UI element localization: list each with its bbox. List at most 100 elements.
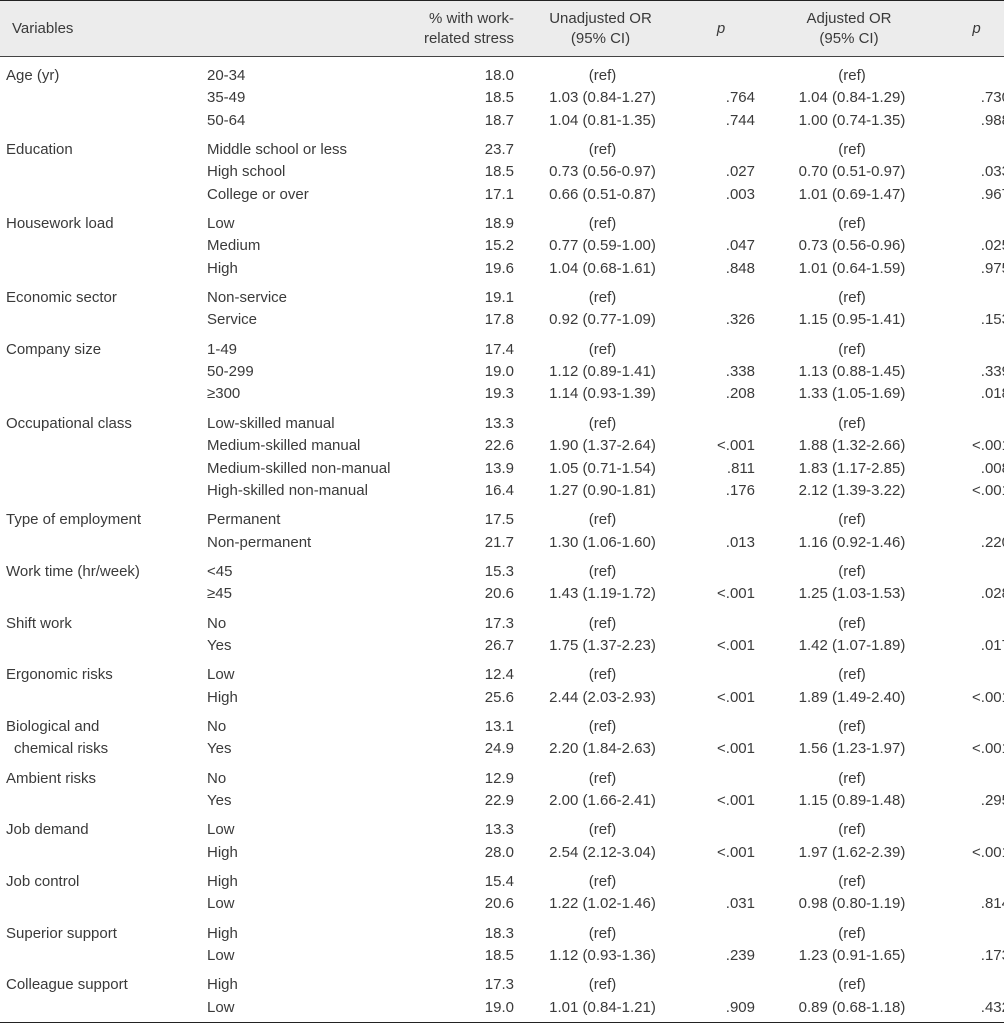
percent-value: 13.9 <box>484 459 514 477</box>
adjusted-or-cell: (ref) 0.70 (0.51-0.97) 1.01 (0.69-1.47) <box>755 135 943 209</box>
unadjusted-or-cell: (ref) 2.00 (1.66-2.41) <box>514 764 687 816</box>
p-adjusted-value <box>943 339 1004 361</box>
percent-value: 18.0 <box>484 67 514 84</box>
p-unadjusted-value: .031 <box>725 895 755 913</box>
p-adjusted-value <box>943 509 1004 531</box>
percent-value: 19.3 <box>484 385 514 403</box>
variable-label: Job demand <box>6 821 89 839</box>
table-row: Education Middle school or less High schoo… <box>0 135 1004 209</box>
level-value: No <box>207 769 227 787</box>
level-value: Low <box>207 215 235 233</box>
level-cell: Permanent Non-permanent <box>207 505 422 557</box>
p-unadjusted-cell: <.001 <box>687 815 755 867</box>
p-unadjusted-value <box>687 716 755 738</box>
header-percent-line1: % with work- <box>428 9 514 27</box>
p-unadjusted-value: .176 <box>725 481 755 499</box>
variable-cell: Occupational class <box>0 409 207 505</box>
level-value: Permanent <box>207 511 281 529</box>
unadjusted-or-value: 1.03 (0.84-1.27) <box>549 89 656 107</box>
variable-cell: Company size <box>0 335 207 409</box>
p-adjusted-value: .988 <box>980 111 1004 129</box>
p-adjusted-value <box>943 768 1004 790</box>
unadjusted-or-value: (ref) <box>588 821 617 839</box>
header-adjusted-line1: Adjusted OR <box>806 9 892 27</box>
level-value: ≥300 <box>207 385 241 403</box>
level-value: Low <box>207 666 235 684</box>
unadjusted-or-value: 1.04 (0.68-1.61) <box>549 259 656 277</box>
p-unadjusted-value: .744 <box>725 111 755 129</box>
p-adjusted-value: .018 <box>980 385 1004 403</box>
level-value: Low <box>207 895 235 913</box>
p-adjusted-value: .025 <box>980 237 1004 255</box>
adjusted-or-cell: (ref) 1.15 (0.95-1.41) <box>755 283 943 335</box>
variable-cell: Biological and chemical risks <box>0 712 207 764</box>
percent-value: 17.8 <box>484 311 514 329</box>
p-unadjusted-value: <.001 <box>717 437 755 455</box>
adjusted-or-value: 1.16 (0.92-1.46) <box>798 533 906 551</box>
adjusted-or-value: 1.42 (1.07-1.89) <box>798 636 906 654</box>
unadjusted-or-cell: (ref) 1.12 (0.89-1.41) 1.14 (0.93-1.39) <box>514 335 687 409</box>
level-cell: Middle school or less High school College … <box>207 135 422 209</box>
unadjusted-or-value: 1.14 (0.93-1.39) <box>549 385 656 403</box>
p-unadjusted-cell: <.001 .811 .176 <box>687 409 755 505</box>
unadjusted-or-value: (ref) <box>588 414 617 432</box>
p-unadjusted-value <box>687 613 755 635</box>
unadjusted-or-value: (ref) <box>588 976 617 994</box>
adjusted-or-value: 1.00 (0.74-1.35) <box>798 111 906 129</box>
p-adjusted-value <box>943 664 1004 686</box>
adjusted-or-cell: (ref) 0.98 (0.80-1.19) <box>755 867 943 919</box>
unadjusted-or-cell: (ref) 1.22 (1.02-1.46) <box>514 867 687 919</box>
percent-value: 18.3 <box>484 924 514 942</box>
p-adjusted-value <box>943 139 1004 161</box>
p-unadjusted-value <box>687 974 755 996</box>
table-row: Biological and chemical risks No Yes 13.1 24.… <box>0 712 1004 764</box>
p-unadjusted-cell: <.001 <box>687 660 755 712</box>
level-cell: Low-skilled manual Medium-skilled manual M… <box>207 409 422 505</box>
p-unadjusted-value <box>687 768 755 790</box>
adjusted-or-cell: (ref) 1.88 (1.32-2.66) 1.83 (1.17-2.85) 2.1… <box>755 409 943 505</box>
level-value: High <box>207 924 238 942</box>
p-unadjusted-value: .208 <box>725 385 755 403</box>
p-unadjusted-value: .326 <box>725 311 755 329</box>
percent-cell: 19.1 17.8 <box>422 283 514 335</box>
unadjusted-or-cell: (ref) 1.75 (1.37-2.23) <box>514 609 687 661</box>
adjusted-or-value: (ref) <box>838 873 866 890</box>
p-unadjusted-cell: .013 <box>687 505 755 557</box>
p-unadjusted-cell: .909 <box>687 970 755 1023</box>
level-value: High <box>207 976 238 994</box>
table-row: Ergonomic risks Low High 12.4 25.6 (ref) 2.44 … <box>0 660 1004 712</box>
level-value: Medium-skilled non-manual <box>207 459 391 477</box>
table-body: Age (yr) 20-34 35-49 50-64 18.0 18.5 18.7 (ref)… <box>0 57 1004 1023</box>
variable-label: Ambient risks <box>6 769 97 787</box>
unadjusted-or-value: 0.73 (0.56-0.97) <box>549 163 656 181</box>
unadjusted-or-value: (ref) <box>588 141 617 159</box>
header-variables: Variables <box>0 1 207 57</box>
variable-label: Economic sector <box>6 289 117 307</box>
p-adjusted-value: <.001 <box>972 437 1004 455</box>
p-unadjusted-cell: .027 .003 <box>687 135 755 209</box>
level-value: Low-skilled manual <box>207 414 335 432</box>
adjusted-or-value: 1.25 (1.03-1.53) <box>798 585 906 603</box>
unadjusted-or-value: 1.12 (0.93-1.36) <box>549 947 656 965</box>
p-unadjusted-cell: <.001 <box>687 712 755 764</box>
p-adjusted-cell: .028 <box>943 557 1004 609</box>
p-adjusted-cell: .295 <box>943 764 1004 816</box>
table-row: Age (yr) 20-34 35-49 50-64 18.0 18.5 18.7 (ref)… <box>0 57 1004 136</box>
adjusted-or-cell: (ref) 1.25 (1.03-1.53) <box>755 557 943 609</box>
p-unadjusted-value: .003 <box>725 185 755 203</box>
level-value: Yes <box>207 791 232 809</box>
unadjusted-or-value: 1.04 (0.81-1.35) <box>549 111 656 129</box>
level-value: 20-34 <box>207 67 246 84</box>
percent-cell: 15.3 20.6 <box>422 557 514 609</box>
adjusted-or-value: 1.89 (1.49-2.40) <box>798 688 906 706</box>
unadjusted-or-value: 1.27 (0.90-1.81) <box>549 481 656 499</box>
level-cell: 1-49 50-299 ≥300 <box>207 335 422 409</box>
level-value: High school <box>207 163 286 181</box>
table-row: Occupational class Low-skilled manual Medi… <box>0 409 1004 505</box>
level-value: Low <box>207 821 235 839</box>
p-unadjusted-cell: .047 .848 <box>687 209 755 283</box>
p-unadjusted-cell: <.001 <box>687 609 755 661</box>
p-unadjusted-cell: <.001 <box>687 764 755 816</box>
p-adjusted-value: .017 <box>980 636 1004 654</box>
